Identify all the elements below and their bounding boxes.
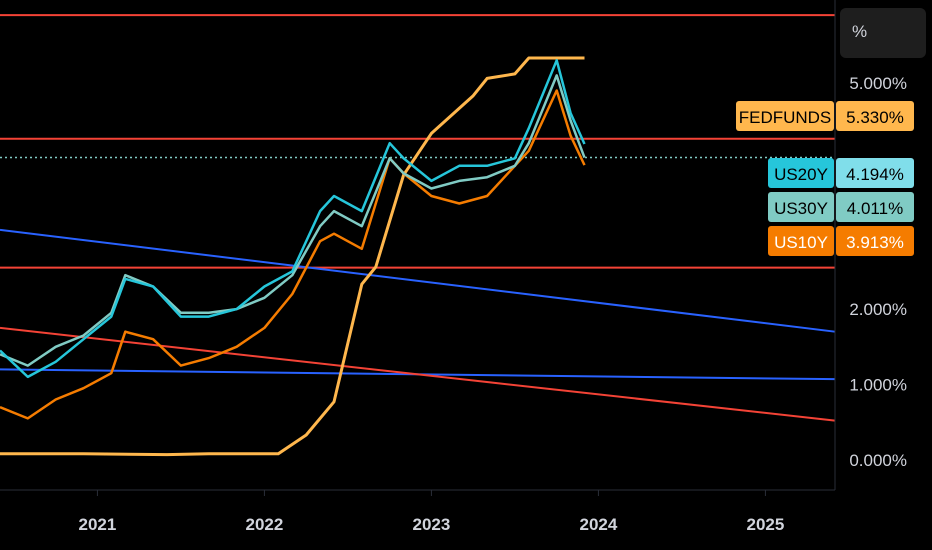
x-tick-label: 2022 — [246, 515, 284, 534]
trendline-6[interactable] — [0, 326, 836, 422]
y-tick-label: 2.000% — [849, 300, 907, 319]
price-labels: FEDFUNDS 5.330% US20Y 4.194% US30Y 4.011% US10… — [736, 101, 914, 256]
series-layer — [0, 56, 586, 457]
price-label-us10y: US10Y 3.913% — [768, 226, 914, 256]
series-value-label: 5.330% — [846, 108, 904, 127]
series-value-label: 4.011% — [847, 199, 903, 218]
x-tick-label: 2023 — [413, 515, 451, 534]
series-name-label: US10Y — [774, 233, 828, 252]
price-axis[interactable]: 0.000%1.000%2.000%3.000%5.000% — [849, 74, 907, 470]
series-name-tag — [768, 226, 834, 256]
x-tick-label: 2025 — [747, 515, 785, 534]
price-label-fedfunds: FEDFUNDS 5.330% — [736, 101, 914, 131]
drawings-layer — [0, 14, 836, 422]
series-name-tag — [736, 101, 834, 131]
x-tick-label: 2024 — [580, 515, 618, 534]
x-tick-label: 2021 — [79, 515, 117, 534]
price-label-us30y: US30Y 4.011% — [768, 192, 914, 222]
series-name-label: FEDFUNDS — [739, 108, 832, 127]
series-name-label: US30Y — [774, 199, 828, 218]
series-value-tag — [836, 101, 914, 131]
series-value-tag — [836, 158, 914, 188]
series-value-label: 3.913% — [846, 233, 904, 252]
series-line-us30y — [0, 74, 586, 367]
series-value-tag — [836, 192, 914, 222]
trendline-4[interactable] — [0, 228, 836, 333]
series-value-tag — [836, 226, 914, 256]
price-label-us20y: US20Y 4.194% — [768, 158, 914, 188]
time-axis[interactable]: 2021 2022 2023 2024 2025 — [79, 490, 785, 534]
series-name-tag — [768, 158, 834, 188]
series-value-label: 4.194% — [846, 165, 904, 184]
y-tick-label: 0.000% — [849, 451, 907, 470]
percent-scale-button[interactable]: % — [840, 8, 926, 58]
series-line-us20y — [0, 59, 586, 379]
series-line-fedfunds — [0, 56, 585, 457]
y-tick-label: 5.000% — [849, 74, 907, 93]
series-name-tag — [768, 192, 834, 222]
y-tick-label: 1.000% — [849, 375, 907, 394]
series-name-label: US20Y — [774, 165, 828, 184]
